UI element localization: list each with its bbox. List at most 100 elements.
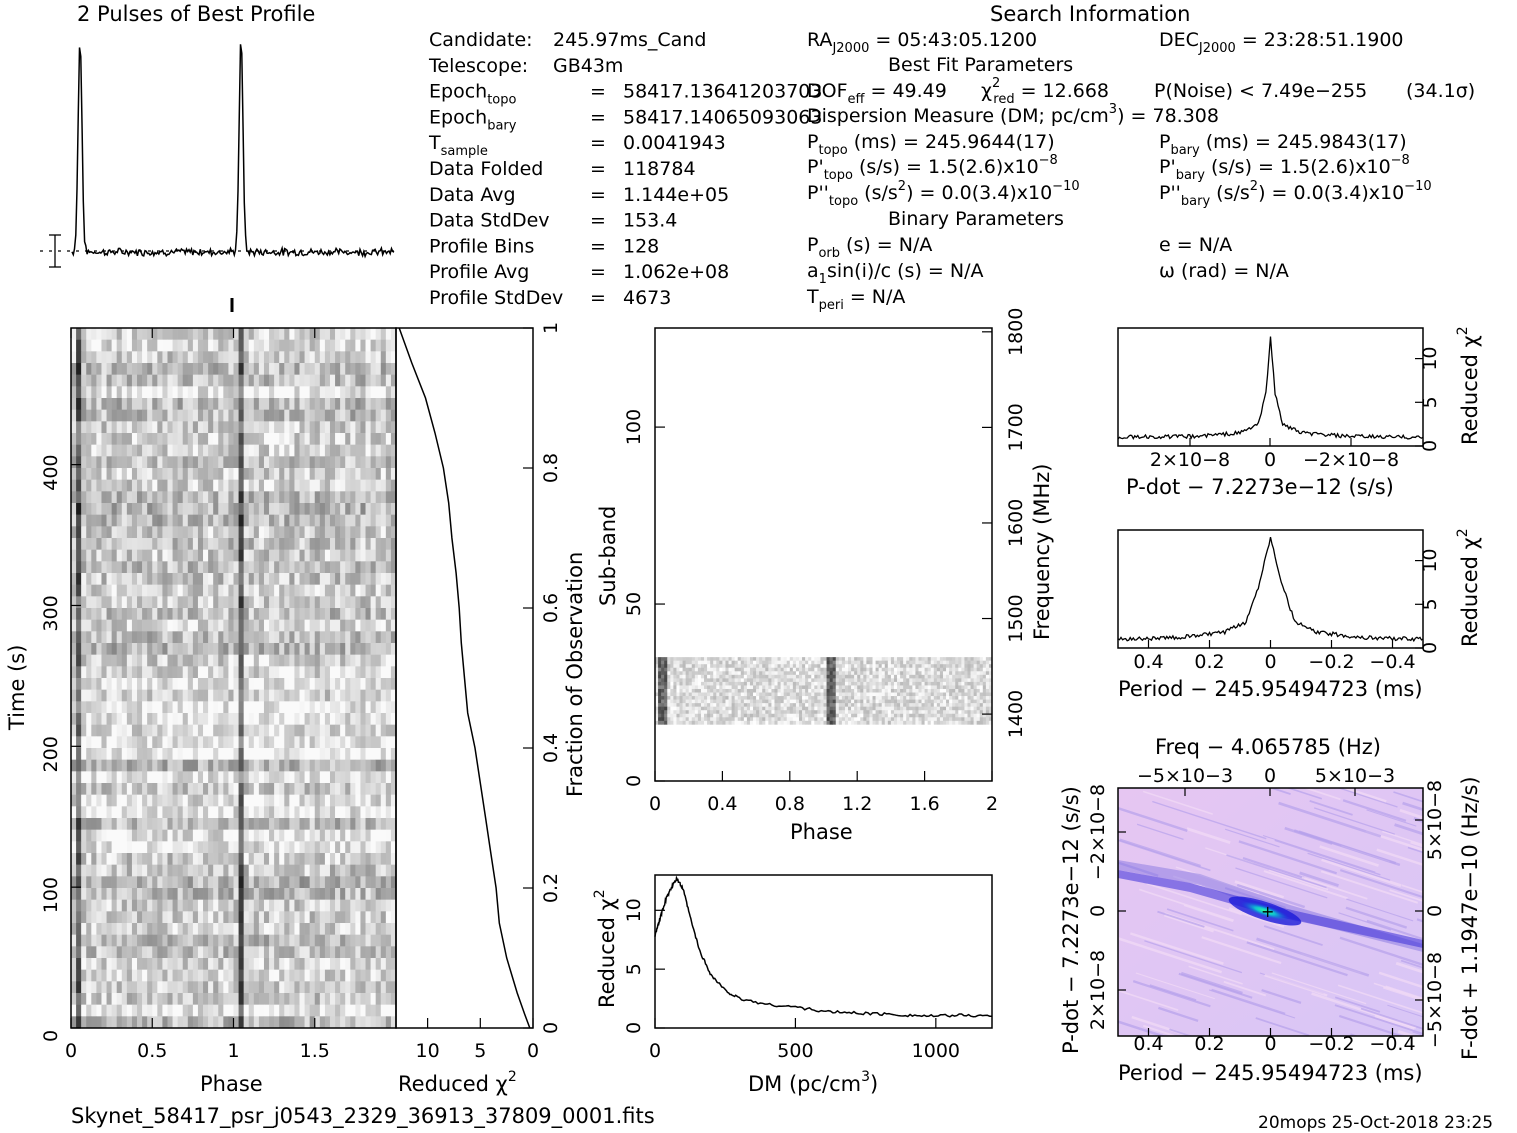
time-phase-cell [233,794,239,807]
time-phase-cell [76,514,82,527]
time-phase-cell [335,958,341,970]
time-phase-cell [370,468,376,480]
time-phase-cell [340,666,346,679]
subband-cell [936,678,941,683]
subband-cell [820,657,824,661]
subband-cell [664,667,668,672]
time-phase-cell [263,363,270,375]
subband-cell [725,685,729,690]
time-phase-cell [167,806,173,819]
time-phase-cell [385,771,392,784]
time-phase-cell [228,888,234,900]
time-phase-cell [309,561,316,574]
subband-cell [860,674,864,679]
time-phase-cell [106,969,112,982]
time-phase-cell [314,899,321,912]
time-phase-cell [131,514,138,527]
info-row-value: 58417.14065093063 [623,106,822,128]
time-phase-cell [172,748,178,760]
time-phase-cell [177,538,184,550]
time-phase-cell [213,1004,219,1017]
time-phase-cell [390,993,397,1005]
time-phase-cell [274,993,280,1005]
time-phase-cell [365,841,371,854]
time-phase-cell [253,689,260,702]
time-phase-cell [213,491,219,504]
time-phase-cell [86,351,92,364]
time-phase-cell [142,899,148,912]
subband-cell [743,674,748,679]
subband-cell [982,667,987,672]
time-phase-cell [152,608,158,620]
time-phase-cell [91,654,97,667]
time-phase-cell [253,724,260,737]
time-phase-cell [142,596,148,609]
time-phase-cell [253,491,260,504]
time-phase-cell [345,876,351,889]
time-phase-cell [203,643,209,655]
time-phase-cell [213,934,219,947]
time-phase-cell [203,853,209,865]
time-phase-cell [360,678,366,690]
time-phase-cell [233,584,239,597]
time-phase-cell [355,643,361,655]
time-phase-cell [365,351,371,364]
fraction-ytick-label: 0.8 [540,453,562,483]
time-phase-cell [253,631,260,644]
subband-cell [768,678,772,683]
time-phase-cell [106,888,112,900]
time-phase-cell [324,619,331,632]
subband-cell [762,688,766,693]
time-phase-cell [319,748,326,760]
time-phase-cell [182,841,189,854]
time-phase-cell [131,701,138,714]
time-phase-cell [324,363,331,375]
time-phase-cell [162,958,168,970]
time-phase-cell [116,853,123,865]
time-phase-cell [289,1004,295,1017]
time-phase-cell [203,841,209,854]
time-phase-cell [172,864,178,877]
time-phase-cell [269,538,275,550]
time-phase-cell [208,631,214,644]
time-phase-cell [121,981,128,994]
subband-cell [716,688,720,693]
time-phase-cell [390,584,397,597]
time-phase-cell [71,818,77,830]
time-phase-cell [203,328,209,340]
time-phase-cell [360,993,366,1005]
time-phase-cell [360,724,366,737]
time-phase-cell [96,736,102,749]
time-phase-cell [167,363,173,375]
time-phase-cell [289,374,295,387]
subband-cell [918,657,922,661]
time-phase-cell [187,456,194,469]
time-phase-cell [258,328,265,340]
time-phase-cell [390,631,397,644]
time-phase-cell [116,433,123,445]
time-phase-cell [304,386,310,399]
subband-cell [707,667,711,672]
time-phase-cell [269,549,275,562]
time-phase-cell [375,468,382,480]
subband-cell [860,685,864,690]
time-phase-cell [192,759,199,772]
time-phase-cell [152,1004,158,1017]
time-phase-cell [355,1016,361,1029]
subband-cell [973,678,977,683]
time-phase-cell [213,561,219,574]
time-phase-cell [248,608,255,620]
time-phase-cell [116,724,123,737]
time-phase-cell [360,1016,366,1029]
subband-cell [863,667,867,672]
subband-cell [946,667,950,672]
time-phase-cell [324,759,331,772]
subband-cell [933,671,938,676]
subband-cell [792,681,797,686]
subband-cell [955,664,959,669]
time-phase-cell [314,328,321,340]
time-phase-cell [167,724,173,737]
time-phase-cell [314,783,321,795]
time-phase-cell [304,619,310,632]
time-phase-cell [375,608,382,620]
